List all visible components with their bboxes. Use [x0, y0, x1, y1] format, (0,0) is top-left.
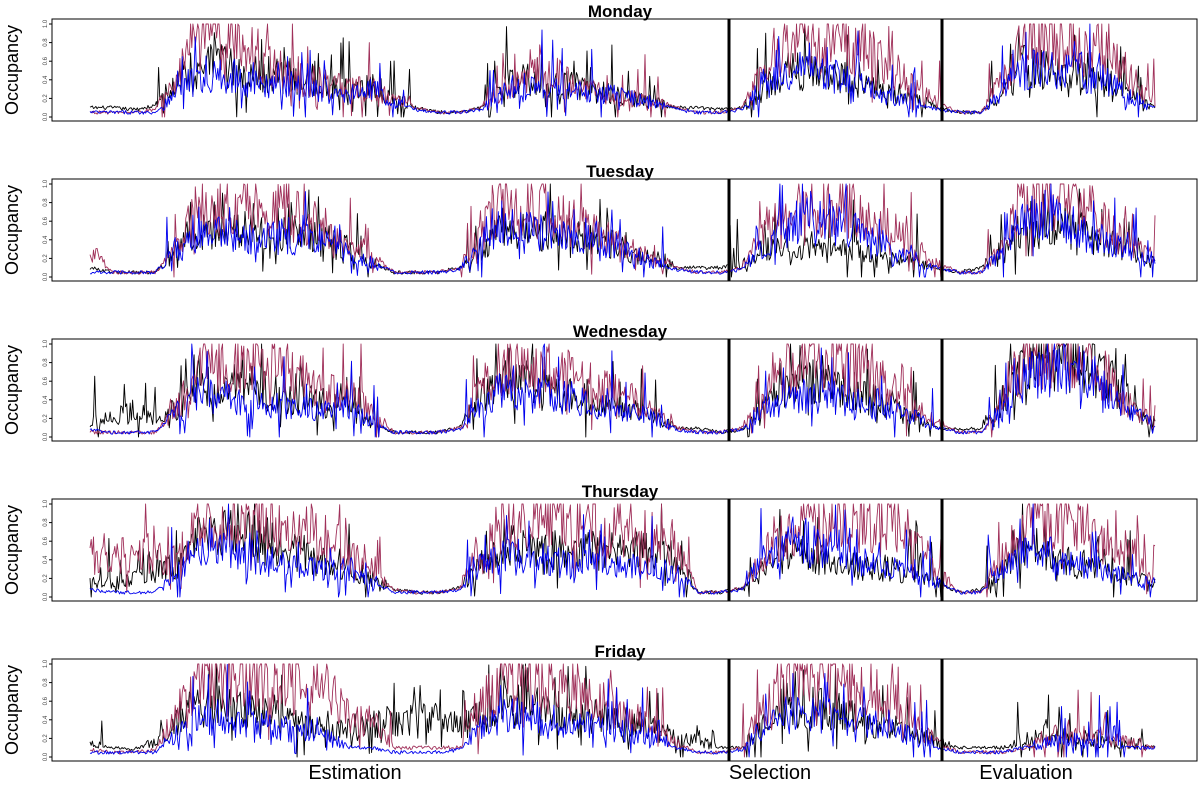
y-tick-label: 0.6	[43, 696, 49, 705]
panel-monday: Monday Occupancy 0.0 0.2 0.4 0.6 0.8 1.0	[2, 2, 1198, 122]
y-tick-label: 0.6	[43, 536, 49, 545]
y-tick-label: 0.2	[43, 254, 49, 263]
panel-wednesday: Wednesday Occupancy 0.0 0.2 0.4 0.6 0.8 1.0	[2, 322, 1198, 442]
y-axis-label: Occupancy	[2, 665, 22, 755]
series-line	[89, 663, 1156, 758]
y-tick-label: 0.0	[43, 752, 49, 761]
y-tick-label: 0.6	[43, 376, 49, 385]
section-label-estimation: Estimation	[308, 762, 401, 784]
y-tick-label: 0.8	[43, 38, 49, 47]
panel-title: Tuesday	[586, 162, 654, 181]
y-tick-label: 0.0	[43, 432, 49, 441]
y-tick-label: 1.0	[43, 499, 49, 508]
y-tick-label: 0.2	[43, 734, 49, 743]
y-tick-label: 0.6	[43, 216, 49, 225]
y-tick-label: 0.2	[43, 414, 49, 423]
panel-title: Monday	[588, 2, 653, 21]
series-line	[89, 183, 1156, 278]
panel-frame	[51, 338, 1198, 442]
panel-frame	[51, 658, 1198, 762]
y-tick-label: 1.0	[43, 19, 49, 28]
y-tick-label: 0.8	[43, 678, 49, 687]
section-label-evaluation: Evaluation	[979, 762, 1072, 784]
y-tick-label: 0.8	[43, 358, 49, 367]
section-labels: Estimation Selection Evaluation	[308, 762, 1072, 784]
y-tick-label: 0.8	[43, 198, 49, 207]
series-line	[89, 23, 1156, 118]
y-tick-label: 0.4	[43, 555, 49, 564]
y-tick-label: 1.0	[43, 659, 49, 668]
panel-title: Wednesday	[573, 322, 668, 341]
y-tick-label: 0.2	[43, 574, 49, 583]
panel-friday: Friday Occupancy 0.0 0.2 0.4 0.6 0.8 1.0	[2, 642, 1198, 762]
y-axis-label: Occupancy	[2, 345, 22, 435]
y-tick-label: 0.2	[43, 94, 49, 103]
series-line	[89, 664, 1156, 758]
panel-title: Thursday	[582, 482, 659, 501]
y-tick-label: 0.8	[43, 518, 49, 527]
y-tick-label: 0.4	[43, 235, 49, 244]
y-tick-label: 1.0	[43, 179, 49, 188]
panel-thursday: Thursday Occupancy 0.0 0.2 0.4 0.6 0.8 1.0	[2, 482, 1198, 602]
y-tick-label: 0.4	[43, 75, 49, 84]
y-tick-label: 0.0	[43, 592, 49, 601]
y-tick-label: 0.4	[43, 395, 49, 404]
series-line	[89, 343, 1156, 438]
panel-frame	[51, 178, 1198, 282]
y-tick-label: 0.0	[43, 112, 49, 121]
panel-tuesday: Tuesday Occupancy 0.0 0.2 0.4 0.6 0.8 1.0	[2, 162, 1198, 282]
panel-title: Friday	[594, 642, 646, 661]
series-line	[89, 343, 1156, 438]
y-tick-label: 0.6	[43, 56, 49, 65]
y-axis-label: Occupancy	[2, 25, 22, 115]
y-axis-label: Occupancy	[2, 185, 22, 275]
y-tick-label: 0.4	[43, 715, 49, 724]
series-line	[89, 503, 1156, 598]
panel-frame	[51, 498, 1198, 602]
series-line	[89, 663, 1156, 758]
y-tick-label: 1.0	[43, 339, 49, 348]
y-axis-label: Occupancy	[2, 505, 22, 595]
series-line	[89, 23, 1156, 118]
section-label-selection: Selection	[729, 762, 811, 784]
series-line	[89, 503, 1156, 598]
panel-frame	[51, 18, 1198, 122]
y-tick-label: 0.0	[43, 272, 49, 281]
panels-group: MondayOccupancy0.00.20.40.60.81.0Tuesday…	[2, 2, 1198, 762]
